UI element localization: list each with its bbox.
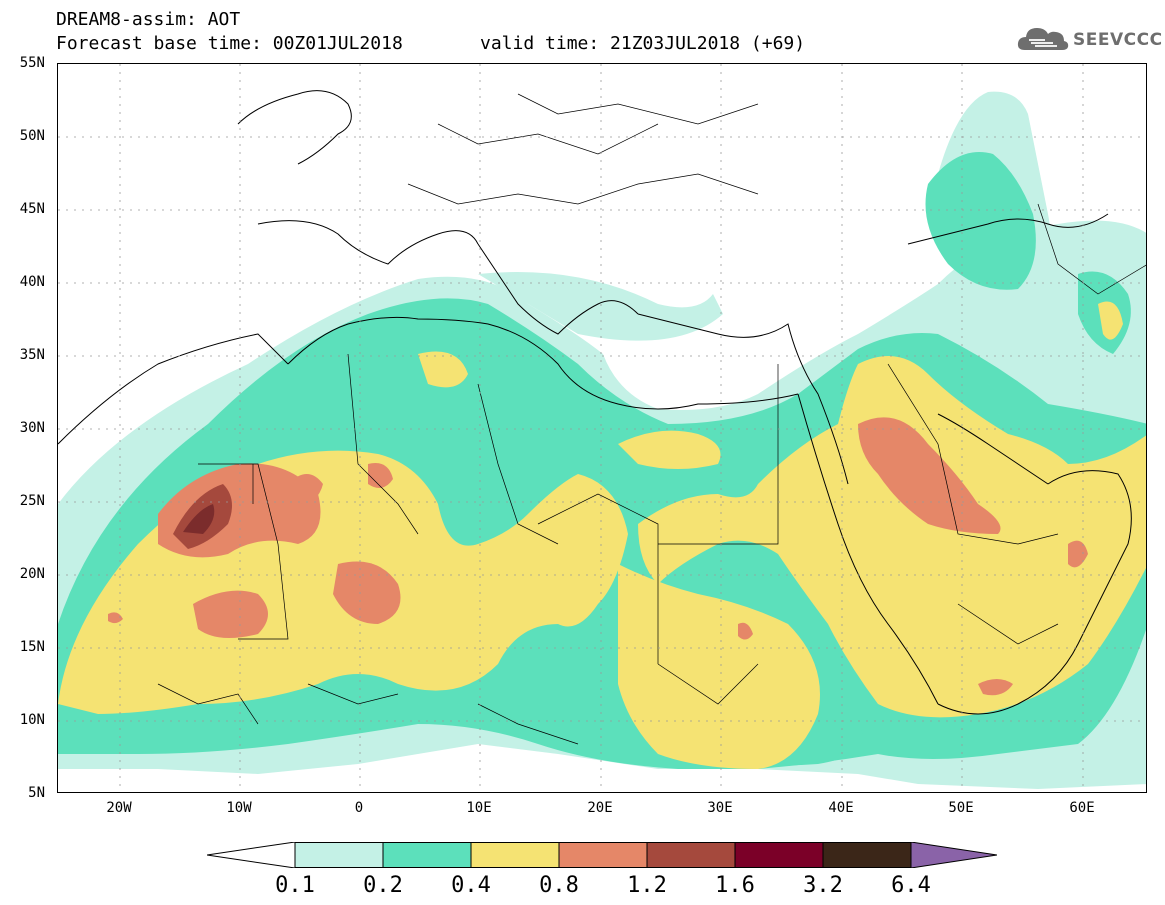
title-line-1: DREAM8-assim: AOT bbox=[56, 9, 241, 30]
map-canvas bbox=[58, 64, 1146, 792]
aot-map bbox=[57, 63, 1147, 793]
title-forecast-base-time: Forecast base time: 00Z01JUL2018 bbox=[56, 33, 403, 54]
lat-label: 30N bbox=[19, 420, 45, 436]
colorbar-swatch bbox=[558, 842, 648, 868]
lon-label: 40E bbox=[828, 800, 854, 816]
colorbar-swatch bbox=[822, 842, 912, 868]
colorbar-label: 1.2 bbox=[627, 873, 667, 898]
colorbar bbox=[206, 841, 998, 869]
lat-label: 5N bbox=[28, 785, 45, 801]
lat-label: 55N bbox=[19, 55, 45, 71]
lat-label: 15N bbox=[19, 639, 45, 655]
colorbar-label: 0.2 bbox=[363, 873, 403, 898]
colorbar-label: 0.4 bbox=[451, 873, 491, 898]
lon-label: 50E bbox=[948, 800, 974, 816]
lon-label: 10E bbox=[466, 800, 492, 816]
colorbar-graphic bbox=[206, 841, 998, 869]
lon-label: 30E bbox=[707, 800, 733, 816]
colorbar-label: 0.1 bbox=[275, 873, 315, 898]
lat-label: 20N bbox=[19, 566, 45, 582]
colorbar-label: 0.8 bbox=[539, 873, 579, 898]
seevccc-logo: SEEVCCC bbox=[1015, 22, 1162, 58]
lat-label: 40N bbox=[19, 274, 45, 290]
borders bbox=[157, 93, 1146, 745]
lat-label: 45N bbox=[19, 201, 45, 217]
lat-label: 35N bbox=[19, 347, 45, 363]
title-valid-time: valid time: 21Z03JUL2018 (+69) bbox=[480, 33, 806, 54]
cloud-icon bbox=[1017, 28, 1069, 50]
colorbar-label: 1.6 bbox=[715, 873, 755, 898]
colorbar-arrow-low bbox=[206, 841, 296, 869]
colorbar-arrow-high bbox=[910, 841, 998, 869]
lon-label: 60E bbox=[1069, 800, 1095, 816]
graticule bbox=[58, 64, 1146, 792]
aot-layer-1-6 bbox=[183, 504, 215, 534]
lat-label: 10N bbox=[19, 712, 45, 728]
colorbar-swatch bbox=[382, 842, 472, 868]
lon-label: 0 bbox=[354, 800, 364, 816]
logo-text: SEEVCCC bbox=[1073, 30, 1163, 50]
coastlines bbox=[58, 90, 1132, 715]
lon-label: 10W bbox=[226, 800, 252, 816]
lat-label: 25N bbox=[19, 493, 45, 509]
colorbar-swatch bbox=[734, 842, 824, 868]
lon-label: 20W bbox=[106, 800, 132, 816]
colorbar-label: 6.4 bbox=[891, 873, 931, 898]
lat-label: 50N bbox=[19, 128, 45, 144]
colorbar-swatch bbox=[470, 842, 560, 868]
lon-label: 20E bbox=[587, 800, 613, 816]
colorbar-swatch bbox=[646, 842, 736, 868]
colorbar-label: 3.2 bbox=[803, 873, 843, 898]
colorbar-swatch bbox=[294, 842, 384, 868]
